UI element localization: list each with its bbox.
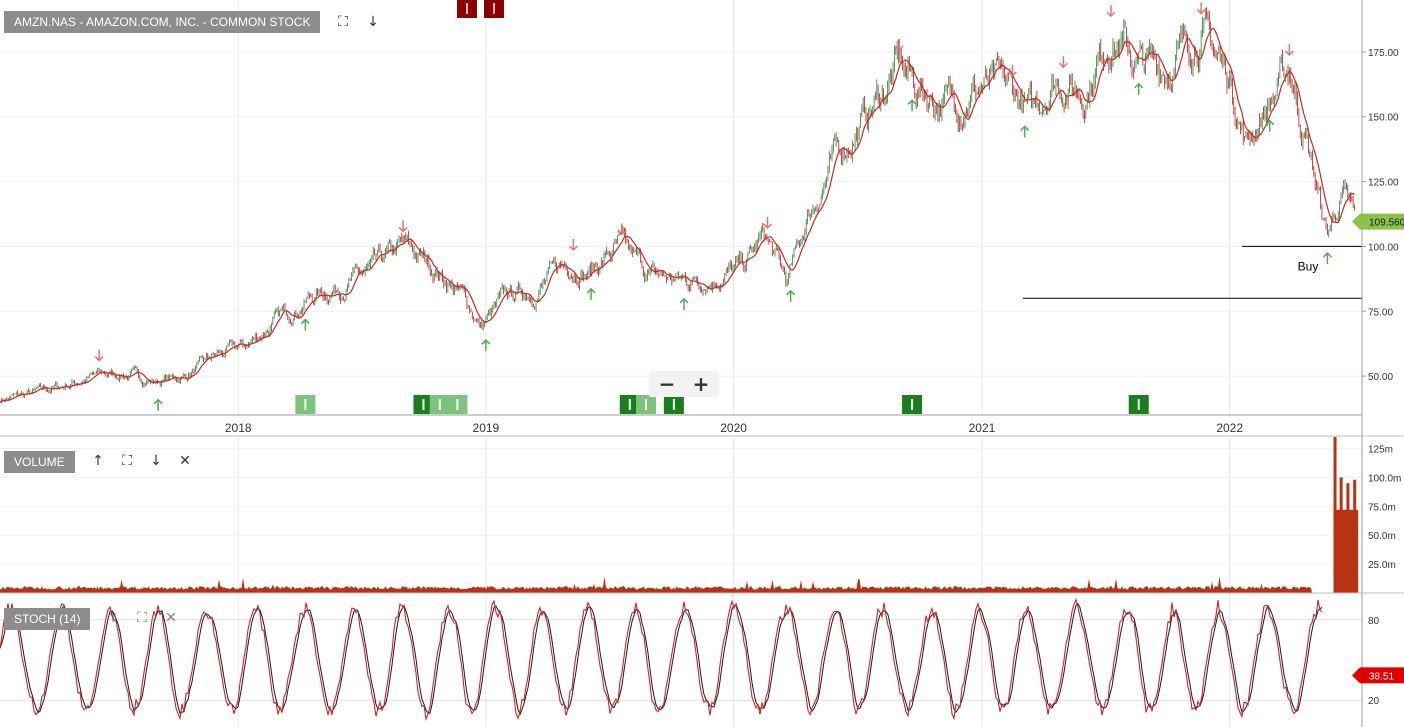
current-price-label: 109.560 <box>1369 218 1404 229</box>
signal-badge <box>429 395 450 414</box>
buy-signal-arrow-icon <box>786 289 796 302</box>
volume-tick-label: 25.0m <box>1368 560 1396 571</box>
volume-bars <box>0 576 1312 593</box>
signal-badge <box>636 395 657 414</box>
sell-signal-arrow-icon <box>1284 44 1294 57</box>
volume-tick-label: 75.0m <box>1368 502 1396 513</box>
arrow-down-icon[interactable]: ↓ <box>367 14 379 30</box>
signal-badge <box>902 395 923 414</box>
stoch-panel-label[interactable]: STOCH (14) <box>4 608 91 630</box>
close-icon[interactable]: ✕ <box>165 610 177 626</box>
volume-panel <box>0 437 1359 593</box>
sell-signal-arrow-icon <box>398 220 408 233</box>
stoch-tick-label: 80 <box>1368 616 1380 627</box>
y-tick-label: 175.00 <box>1368 48 1399 59</box>
arrow-up-icon[interactable]: ↑ <box>92 453 104 469</box>
signal-badge <box>1128 395 1149 414</box>
buy-signal-arrow-icon <box>1322 252 1332 265</box>
x-tick-label: 2020 <box>720 421 747 435</box>
volume-tick-label: 100.0m <box>1368 473 1401 484</box>
signal-badge <box>413 395 434 414</box>
signal-badge <box>295 395 316 414</box>
buy-signal-arrow-icon <box>1134 82 1144 95</box>
stoch-panel <box>0 598 1323 722</box>
sell-signal-arrow-icon <box>568 238 578 252</box>
sell-signal-arrow-icon <box>894 38 904 51</box>
top-signal-marker <box>457 0 477 18</box>
y-tick-label: 50.00 <box>1368 372 1393 383</box>
zoom-in-button[interactable]: + <box>692 372 710 396</box>
x-tick-label: 2018 <box>225 421 252 435</box>
volume-tick-label: 50.0m <box>1368 531 1396 542</box>
buy-signal-arrow-icon <box>1265 119 1275 132</box>
grid-lines <box>0 0 1362 727</box>
volume-spike-block <box>1333 509 1359 593</box>
stoch-k-line <box>0 598 1323 722</box>
sell-signal-arrow-icon <box>1058 56 1068 69</box>
buy-annotation: Buy <box>1298 259 1319 273</box>
arrow-up-icon[interactable]: ↑ <box>107 610 119 626</box>
stoch-tick-label: 20 <box>1368 696 1380 707</box>
top-signal-marker <box>484 0 504 18</box>
volume-tick-label: 125m <box>1368 445 1393 456</box>
stoch-d-line <box>0 602 1323 716</box>
y-tick-label: 75.00 <box>1368 307 1393 318</box>
expand-icon[interactable]: ⛶ <box>137 610 147 626</box>
sell-signal-arrow-icon <box>1007 64 1018 77</box>
close-icon[interactable]: ✕ <box>179 453 191 469</box>
expand-icon[interactable]: ⛶ <box>338 14 348 30</box>
signal-badge <box>663 395 684 414</box>
sell-signal-arrow-icon <box>1106 5 1116 18</box>
price-panel-label[interactable]: AMZN.NAS - AMAZON.COM, INC. - COMMON STO… <box>4 11 321 33</box>
zoom-out-button[interactable]: − <box>658 372 676 396</box>
x-tick-label: 2019 <box>473 421 500 435</box>
price-moving-average-line <box>0 27 1355 403</box>
buy-signal-arrow-icon <box>586 287 596 300</box>
buy-signal-arrow-icon <box>1020 125 1030 138</box>
arrow-down-icon[interactable]: ↓ <box>150 453 162 469</box>
stoch-value-label: 38.51 <box>1369 671 1394 682</box>
sell-signal-arrow-icon <box>617 223 627 236</box>
buy-signal-arrow-icon <box>907 99 917 112</box>
stoch-value-tag <box>1352 667 1404 684</box>
zoom-controls: − + <box>649 371 719 397</box>
sell-signal-arrow-icon <box>762 216 773 229</box>
expand-icon[interactable]: ⛶ <box>122 453 132 469</box>
current-price-tag <box>1352 213 1404 230</box>
y-tick-label: 125.00 <box>1368 178 1399 189</box>
buy-signal-arrow-icon <box>153 398 163 411</box>
price-panel: Buy <box>0 0 1362 414</box>
sell-signal-arrow-icon <box>94 349 104 362</box>
volume-panel-label[interactable]: VOLUME <box>4 451 75 473</box>
signal-badge <box>447 395 468 414</box>
x-tick-label: 2022 <box>1216 421 1243 435</box>
sell-signal-arrow-icon <box>1196 2 1206 15</box>
y-tick-label: 150.00 <box>1368 113 1399 124</box>
buy-signal-arrow-icon <box>481 339 491 352</box>
buy-signal-arrow-icon <box>679 297 689 310</box>
y-tick-label: 100.00 <box>1368 242 1399 253</box>
x-tick-label: 2021 <box>969 421 996 435</box>
signal-badge <box>619 395 640 414</box>
buy-signal-arrow-icon <box>300 318 310 331</box>
